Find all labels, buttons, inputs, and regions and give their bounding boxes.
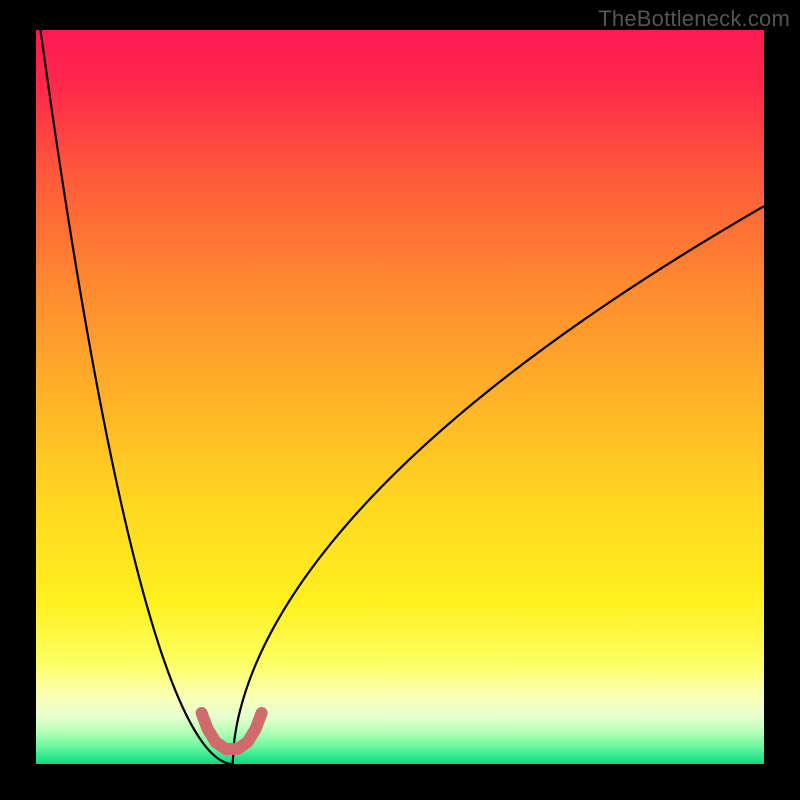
bottleneck-chart xyxy=(0,0,800,800)
gradient-background xyxy=(36,30,764,764)
chart-frame: TheBottleneck.com xyxy=(0,0,800,800)
